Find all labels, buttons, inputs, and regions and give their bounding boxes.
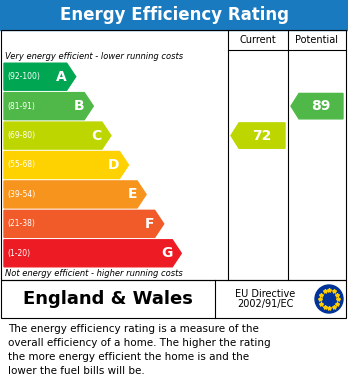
Text: (21-38): (21-38)	[7, 219, 35, 228]
Text: C: C	[92, 129, 102, 143]
Text: (92-100): (92-100)	[7, 72, 40, 81]
Text: EU Directive: EU Directive	[235, 289, 295, 299]
Polygon shape	[4, 122, 111, 149]
Text: A: A	[56, 70, 67, 84]
Text: Potential: Potential	[295, 35, 339, 45]
Text: (1-20): (1-20)	[7, 249, 30, 258]
Text: The energy efficiency rating is a measure of the: The energy efficiency rating is a measur…	[8, 324, 259, 334]
Polygon shape	[4, 63, 76, 90]
Circle shape	[315, 285, 343, 313]
Text: overall efficiency of a home. The higher the rating: overall efficiency of a home. The higher…	[8, 338, 271, 348]
Text: lower the fuel bills will be.: lower the fuel bills will be.	[8, 366, 145, 376]
Polygon shape	[231, 123, 285, 148]
Text: Very energy efficient - lower running costs: Very energy efficient - lower running co…	[5, 52, 183, 61]
Polygon shape	[4, 240, 181, 267]
Polygon shape	[4, 151, 128, 179]
Text: (81-91): (81-91)	[7, 102, 35, 111]
Polygon shape	[4, 210, 164, 237]
Polygon shape	[291, 93, 343, 119]
Bar	[1, 280, 346, 318]
Text: 72: 72	[252, 129, 272, 143]
Polygon shape	[4, 93, 93, 120]
Text: (69-80): (69-80)	[7, 131, 35, 140]
Text: 89: 89	[311, 99, 331, 113]
Text: B: B	[74, 99, 84, 113]
Text: G: G	[161, 246, 172, 260]
Text: D: D	[108, 158, 119, 172]
Text: (55-68): (55-68)	[7, 160, 35, 170]
Polygon shape	[4, 181, 146, 208]
Text: England & Wales: England & Wales	[23, 290, 192, 308]
Text: E: E	[128, 187, 137, 201]
Bar	[0, 0, 348, 30]
Text: Not energy efficient - higher running costs: Not energy efficient - higher running co…	[5, 269, 183, 278]
Text: Current: Current	[240, 35, 276, 45]
Bar	[1, 30, 346, 280]
Text: F: F	[145, 217, 155, 231]
Text: 2002/91/EC: 2002/91/EC	[237, 299, 294, 309]
Text: Energy Efficiency Rating: Energy Efficiency Rating	[60, 6, 288, 24]
Text: (39-54): (39-54)	[7, 190, 35, 199]
Text: the more energy efficient the home is and the: the more energy efficient the home is an…	[8, 352, 249, 362]
